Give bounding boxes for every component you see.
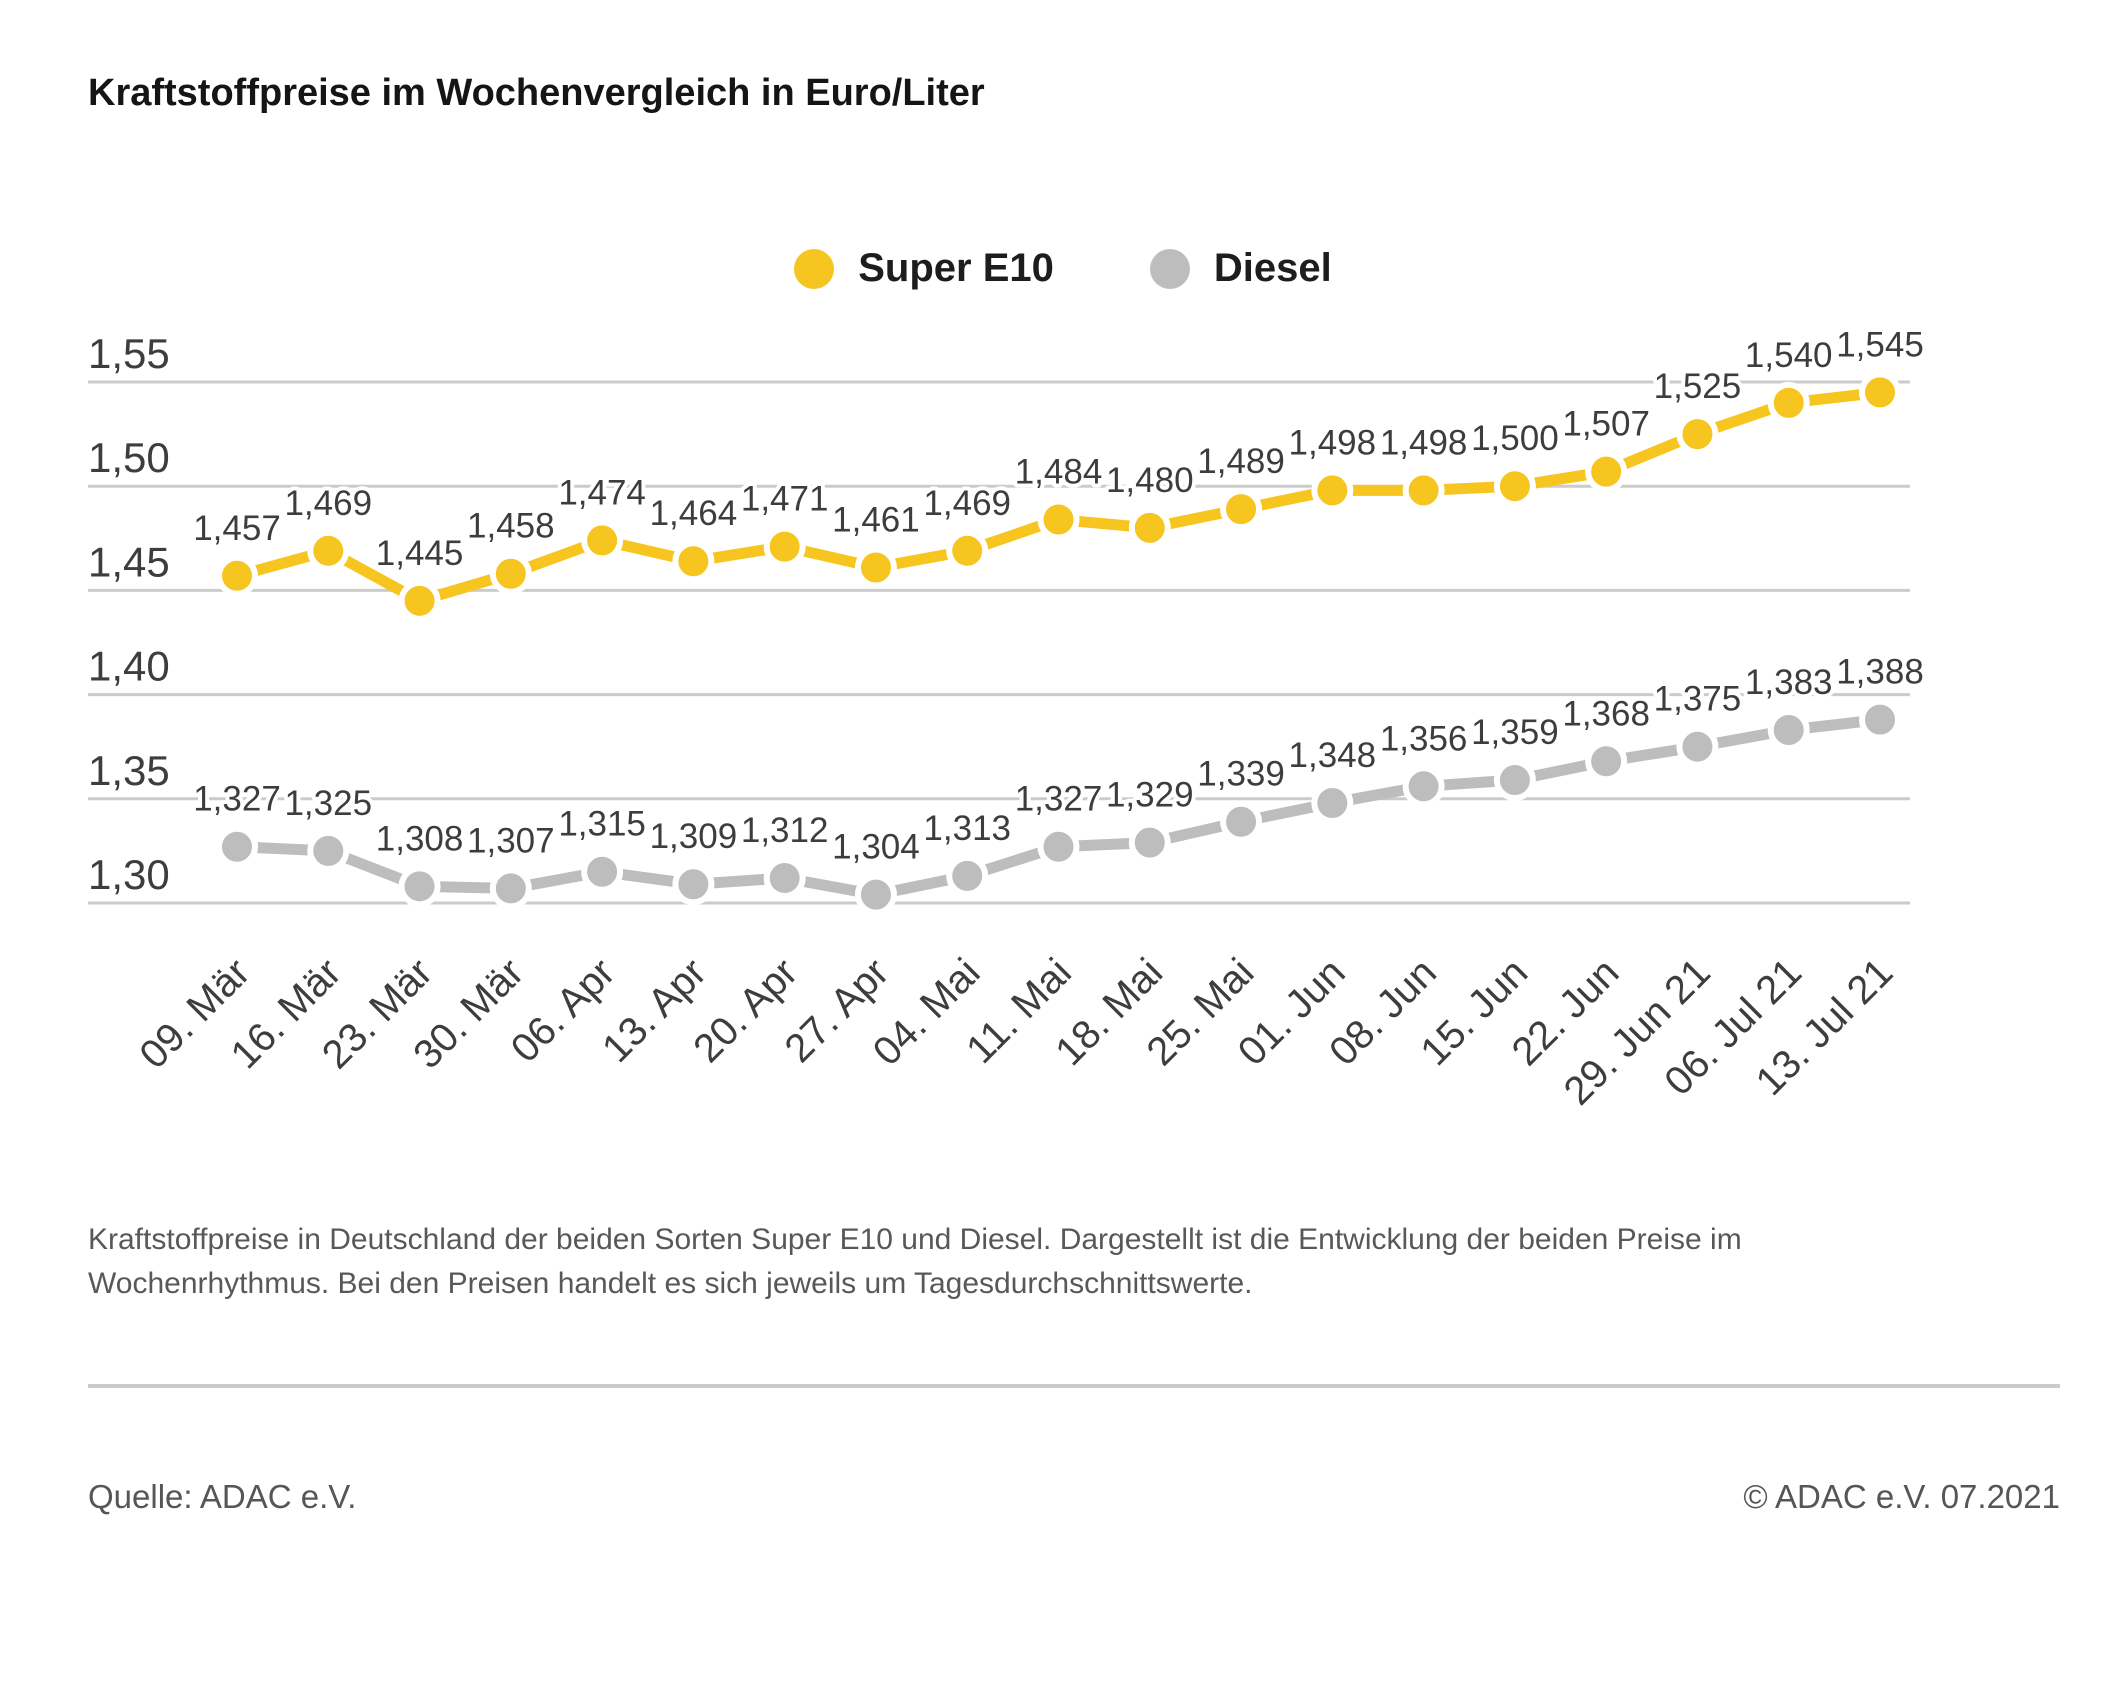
svg-text:13. Apr: 13. Apr — [594, 950, 715, 1071]
svg-text:1,545: 1,545 — [1836, 325, 1924, 364]
legend-dot-diesel-icon — [1149, 248, 1190, 289]
svg-text:1,327: 1,327 — [193, 780, 281, 819]
svg-text:1,489: 1,489 — [1197, 442, 1285, 481]
legend-dot-super-e10-icon — [794, 248, 835, 289]
svg-text:06. Apr: 06. Apr — [503, 950, 624, 1071]
svg-text:1,309: 1,309 — [650, 817, 738, 856]
svg-text:1,30: 1,30 — [88, 851, 170, 898]
svg-text:1,325: 1,325 — [284, 784, 372, 823]
svg-text:1,304: 1,304 — [832, 828, 920, 867]
svg-text:1,480: 1,480 — [1106, 461, 1194, 500]
svg-text:1,308: 1,308 — [376, 819, 464, 858]
svg-text:1,50: 1,50 — [88, 434, 170, 481]
svg-text:1,388: 1,388 — [1836, 653, 1924, 692]
svg-text:1,312: 1,312 — [741, 811, 829, 850]
svg-text:1,313: 1,313 — [923, 809, 1011, 848]
svg-text:1,307: 1,307 — [467, 821, 555, 860]
legend-item-diesel: Diesel — [1149, 246, 1332, 291]
svg-text:1,498: 1,498 — [1380, 423, 1468, 462]
svg-text:1,445: 1,445 — [376, 534, 464, 573]
footer-divider — [88, 1384, 2060, 1388]
svg-text:20. Apr: 20. Apr — [685, 950, 806, 1071]
footer: Quelle: ADAC e.V. © ADAC e.V. 07.2021 — [88, 1478, 2060, 1516]
svg-text:1,500: 1,500 — [1471, 419, 1559, 458]
svg-text:1,540: 1,540 — [1745, 336, 1833, 375]
svg-text:1,375: 1,375 — [1654, 680, 1742, 719]
svg-text:1,327: 1,327 — [1015, 780, 1103, 819]
copyright-label: © ADAC e.V. 07.2021 — [1743, 1478, 2060, 1515]
legend-label-diesel: Diesel — [1213, 246, 1332, 290]
source-label: Quelle: ADAC e.V. — [88, 1478, 357, 1515]
svg-text:1,469: 1,469 — [923, 484, 1011, 523]
legend-item-super-e10: Super E10 — [794, 246, 1054, 291]
svg-text:1,474: 1,474 — [558, 473, 646, 512]
description-line-1: Kraftstoffpreise in Deutschland der beid… — [88, 1223, 1742, 1256]
svg-text:1,35: 1,35 — [88, 747, 170, 794]
svg-text:1,458: 1,458 — [467, 507, 555, 546]
svg-text:1,464: 1,464 — [650, 494, 738, 533]
svg-text:1,55: 1,55 — [88, 330, 170, 377]
svg-text:1,329: 1,329 — [1106, 776, 1194, 815]
chart-description: Kraftstoffpreise in Deutschland der beid… — [88, 1218, 2008, 1306]
svg-text:1,45: 1,45 — [88, 538, 170, 585]
svg-text:1,457: 1,457 — [193, 509, 281, 548]
svg-text:1,383: 1,383 — [1745, 663, 1833, 702]
svg-text:1,339: 1,339 — [1197, 755, 1285, 794]
svg-text:1,359: 1,359 — [1471, 713, 1559, 752]
svg-text:1,471: 1,471 — [741, 480, 829, 519]
svg-text:1,368: 1,368 — [1562, 694, 1650, 733]
description-line-2: Wochenrhythmus. Bei den Preisen handelt … — [88, 1267, 1253, 1300]
svg-text:1,484: 1,484 — [1015, 453, 1103, 492]
svg-text:1,356: 1,356 — [1380, 719, 1468, 758]
svg-text:1,315: 1,315 — [558, 805, 646, 844]
legend: Super E10 Diesel — [0, 246, 2126, 291]
svg-text:1,469: 1,469 — [284, 484, 372, 523]
svg-text:1,525: 1,525 — [1654, 367, 1742, 406]
svg-text:1,498: 1,498 — [1289, 423, 1377, 462]
svg-text:1,461: 1,461 — [832, 500, 920, 539]
svg-text:1,507: 1,507 — [1562, 405, 1650, 444]
chart-title: Kraftstoffpreise im Wochenvergleich in E… — [88, 72, 985, 114]
legend-label-super-e10: Super E10 — [858, 246, 1054, 290]
svg-text:1,348: 1,348 — [1289, 736, 1377, 775]
svg-text:1,40: 1,40 — [88, 643, 170, 690]
